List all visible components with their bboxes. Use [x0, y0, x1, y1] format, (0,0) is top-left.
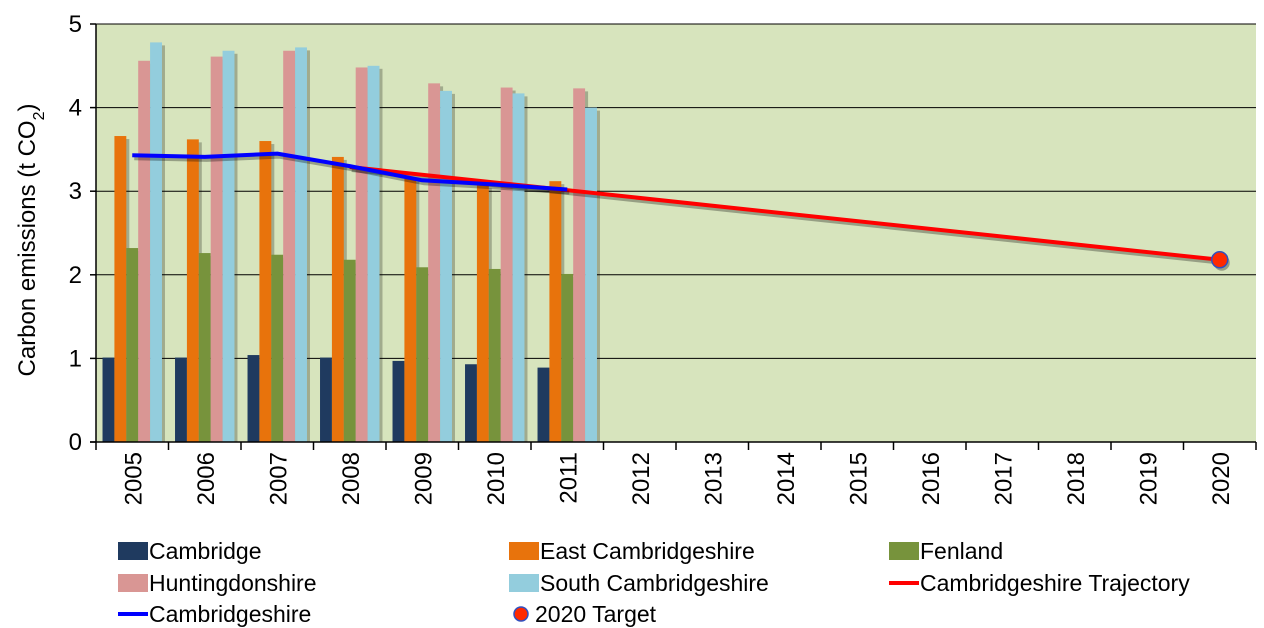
- bar-south-cambridgeshire-2009: [440, 90, 452, 442]
- y-axis-title: Carbon emissions (t CO2): [14, 104, 48, 377]
- legend-item-south-cambridgeshire: South Cambridgeshire: [509, 570, 769, 596]
- bar-south-cambridgeshire-2005: [150, 42, 162, 442]
- x-tick-2008: 2008: [338, 452, 365, 505]
- bar-cambridge-2011: [537, 367, 550, 442]
- y-tick-2: 2: [69, 262, 82, 289]
- legend-label: Cambridge: [149, 538, 262, 564]
- bar-huntingdonshire-2010: [500, 87, 513, 442]
- x-tick-2007: 2007: [265, 452, 292, 505]
- legend-item-cambridgeshire-trajectory: Cambridgeshire Trajectory: [889, 570, 1190, 596]
- bar-fenland-2007: [271, 254, 284, 442]
- bar-cambridge-2009: [392, 360, 405, 442]
- legend: Cambridge East Cambridgeshire Fenland Hunti…: [118, 538, 1190, 627]
- x-tick-2005: 2005: [120, 452, 147, 505]
- x-tick-2019: 2019: [1135, 452, 1162, 505]
- bar-cambridge-2005: [102, 357, 115, 442]
- y-tick-4: 4: [69, 95, 82, 122]
- bar-fenland-2008: [343, 259, 356, 442]
- x-tick-2014: 2014: [773, 452, 800, 505]
- bar-cambridge-2006: [175, 357, 187, 442]
- legend-label: Fenland: [920, 538, 1003, 564]
- legend-swatch: [513, 606, 529, 622]
- bar-south-cambridgeshire-2008: [367, 65, 380, 443]
- line-cambridgeshire-trajectory: [349, 165, 1220, 262]
- x-tick-2015: 2015: [845, 452, 872, 505]
- legend-swatch: [509, 574, 539, 592]
- bar-fenland-2009: [416, 267, 429, 442]
- x-tick-2016: 2016: [918, 452, 945, 505]
- y-tick-0: 0: [69, 429, 82, 456]
- bar-east-cambridgeshire-2009: [404, 178, 417, 442]
- x-tick-labels: 2005 2006 2007 2008 2009 2010 2011 2012 2013 2014…: [120, 452, 1235, 505]
- legend-label: Cambridgeshire: [149, 601, 311, 627]
- axes: [90, 23, 1257, 450]
- legend-item-cambridgeshire: Cambridgeshire: [118, 601, 311, 627]
- bar-fenland-2010: [488, 268, 501, 442]
- bar-fenland-2005: [126, 248, 139, 442]
- lines: [132, 151, 1230, 271]
- x-tick-2006: 2006: [193, 452, 220, 505]
- legend-label: Cambridgeshire Trajectory: [920, 570, 1190, 596]
- legend-item-fenland: Fenland: [889, 538, 1003, 564]
- x-tick-2017: 2017: [990, 452, 1017, 505]
- legend-item-cambridge: Cambridge: [118, 538, 262, 564]
- x-tick-2013: 2013: [700, 452, 727, 505]
- bar-south-cambridgeshire-2007: [295, 47, 307, 443]
- x-tick-2018: 2018: [1063, 452, 1090, 505]
- legend-swatch: [118, 542, 148, 560]
- bar-east-cambridgeshire-2008: [331, 156, 344, 442]
- legend-label: South Cambridgeshire: [540, 570, 769, 596]
- x-tick-2009: 2009: [410, 452, 437, 505]
- bar-huntingdonshire-2006: [210, 56, 223, 442]
- bar-huntingdonshire-2008: [355, 67, 368, 443]
- legend-swatch: [118, 574, 148, 592]
- bar-east-cambridgeshire-2010: [476, 185, 489, 442]
- legend-swatch: [889, 542, 919, 560]
- bar-fenland-2006: [198, 253, 211, 442]
- bar-east-cambridgeshire-2007: [259, 141, 272, 443]
- bar-huntingdonshire-2005: [138, 60, 151, 443]
- bar-east-cambridgeshire-2006: [186, 139, 199, 443]
- bar-south-cambridgeshire-2010: [512, 93, 525, 442]
- bar-cambridge-2007: [247, 355, 260, 442]
- bar-huntingdonshire-2011: [573, 88, 586, 442]
- bars: [102, 42, 600, 443]
- legend-item-east-cambridgeshire: East Cambridgeshire: [509, 538, 755, 564]
- bar-cambridge-2008: [320, 357, 332, 442]
- y-tick-3: 3: [69, 178, 82, 205]
- line-shadow: [134, 154, 570, 195]
- y-tick-5: 5: [69, 11, 82, 38]
- bar-cambridge-2010: [465, 364, 477, 442]
- bar-south-cambridgeshire-2011: [585, 107, 597, 442]
- x-tick-2020: 2020: [1208, 452, 1235, 505]
- legend-item-2020-target: 2020 Target: [513, 601, 657, 627]
- legend-label: East Cambridgeshire: [540, 538, 755, 564]
- legend-item-huntingdonshire: Huntingdonshire: [118, 570, 317, 596]
- legend-swatch: [509, 542, 539, 560]
- legend-label: 2020 Target: [535, 601, 657, 627]
- bar-east-cambridgeshire-2011: [549, 181, 562, 442]
- bar-east-cambridgeshire-2005: [114, 136, 127, 443]
- y-tick-1: 1: [69, 345, 82, 372]
- line-cambridgeshire: [132, 151, 568, 192]
- y-tick-labels: 0 1 2 3 4 5: [69, 11, 82, 456]
- x-tick-2010: 2010: [483, 452, 510, 505]
- x-tick-2012: 2012: [628, 452, 655, 505]
- bar-south-cambridgeshire-2006: [222, 50, 235, 442]
- bar-huntingdonshire-2007: [283, 50, 296, 442]
- x-tick-2011: 2011: [555, 452, 582, 504]
- bar-huntingdonshire-2009: [428, 83, 441, 442]
- marker-2020-target: [1211, 251, 1229, 269]
- legend-label: Huntingdonshire: [149, 570, 317, 596]
- bar-fenland-2011: [561, 273, 574, 442]
